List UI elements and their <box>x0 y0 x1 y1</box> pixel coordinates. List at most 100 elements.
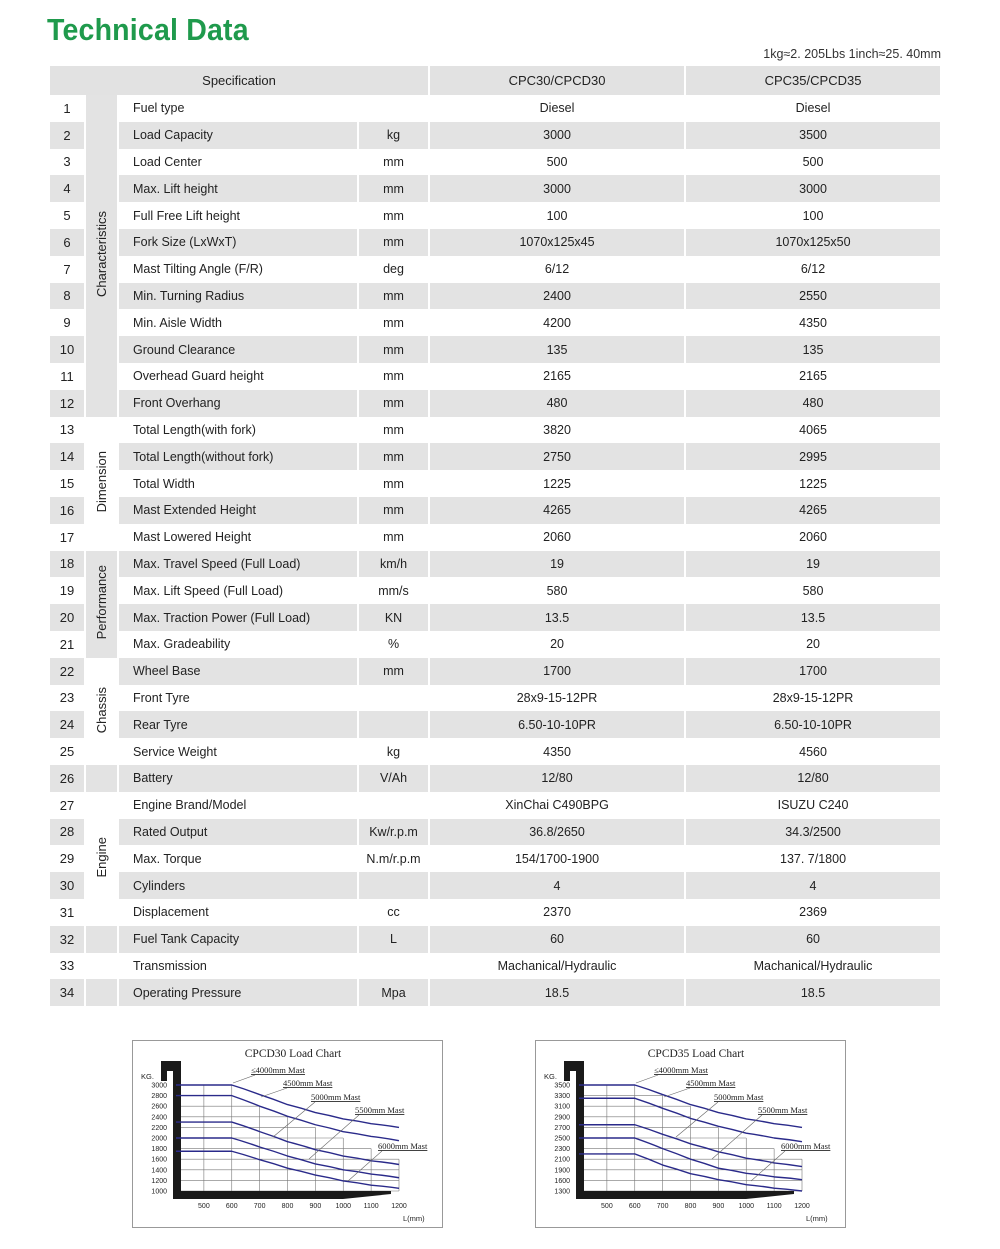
value-cpc35: 4560 <box>685 738 943 765</box>
value-cpc30: 28x9-15-12PR <box>429 684 687 712</box>
value-cpc35: 19 <box>685 550 943 578</box>
row-number: 11 <box>50 362 86 390</box>
table-row: 22 Chassis Wheel Base mm 1700 1700 <box>50 657 943 765</box>
x-axis-label: L(mm) <box>806 1214 828 1223</box>
value-cpc35: 137. 7/1800 <box>685 845 943 873</box>
spec-name: Rated Output <box>118 818 359 846</box>
table-row: 4 Max. Lift height mm 3000 3000 <box>50 175 943 203</box>
spec-table: Specification CPC30/CPCD30 CPC35/CPCD35 … <box>50 66 943 1007</box>
row-number: 10 <box>50 336 86 363</box>
x-tick-label: 700 <box>657 1203 669 1210</box>
row-number: 9 <box>50 309 86 337</box>
table-row: 19 Max. Lift Speed (Full Load) mm/s 580 580 <box>50 577 943 605</box>
row-number: 25 <box>50 738 86 765</box>
y-tick-label: 2900 <box>554 1114 570 1121</box>
spec-name: Transmission <box>118 952 359 980</box>
value-cpc30: 2060 <box>429 523 687 551</box>
value-cpc35: 500 <box>685 148 943 176</box>
value-cpc35: 18.5 <box>685 979 943 1007</box>
spec-name: Overhead Guard height <box>118 362 359 390</box>
spec-unit: % <box>358 630 431 658</box>
value-cpc30: 1700 <box>429 657 687 685</box>
spec-name: Total Length(with fork) <box>118 416 359 444</box>
spec-name: Max. Gradeability <box>118 630 359 658</box>
spec-unit: mm <box>358 282 431 310</box>
row-number: 20 <box>50 604 86 631</box>
category-cell <box>85 952 119 980</box>
value-cpc30: 6/12 <box>429 255 687 283</box>
value-cpc35: 580 <box>685 577 943 605</box>
table-row: 14 Total Length(without fork) mm 2750 2995 <box>50 443 943 471</box>
row-number: 2 <box>50 121 86 149</box>
table-row: 9 Min. Aisle Width mm 4200 4350 <box>50 309 943 337</box>
value-cpc35: 4350 <box>685 309 943 337</box>
spec-unit: L <box>358 925 431 953</box>
spec-name: Wheel Base <box>118 657 359 685</box>
spec-name: Cylinders <box>118 872 359 899</box>
row-number: 31 <box>50 898 86 926</box>
series-label: 6000mm Mast <box>378 1141 428 1151</box>
spec-name: Max. Torque <box>118 845 359 873</box>
table-row: 27 Engine Engine Brand/Model XinChai C490BP… <box>50 791 943 926</box>
category-label: Chassis <box>94 686 109 733</box>
spec-name: Operating Pressure <box>118 979 359 1007</box>
row-number: 18 <box>50 550 86 578</box>
spec-unit: deg <box>358 255 431 283</box>
value-cpc30: XinChai C490BPG <box>429 791 687 819</box>
row-number: 12 <box>50 389 86 417</box>
value-cpc30: 3000 <box>429 121 687 149</box>
y-tick-label: 1200 <box>151 1178 167 1185</box>
spec-name: Battery <box>118 764 359 792</box>
table-row: 2 Load Capacity kg 3000 3500 <box>50 121 943 149</box>
table-row: 1 Characteristics Fuel type Diesel Diesel <box>50 95 943 417</box>
table-row: 33 Transmission Machanical/Hydraulic Machan… <box>50 952 943 980</box>
series-label: 5500mm Mast <box>355 1105 405 1115</box>
y-tick-label: 3300 <box>554 1093 570 1100</box>
table-row: 28 Rated Output Kw/r.p.m 36.8/2650 34.3/2500 <box>50 818 943 846</box>
category-cell <box>85 925 119 953</box>
x-tick-label: 600 <box>226 1203 238 1210</box>
spec-name: Mast Extended Height <box>118 496 359 524</box>
y-tick-label: 1600 <box>151 1157 167 1164</box>
value-cpc35: 1070x125x50 <box>685 228 943 256</box>
category-cell: Dimension <box>85 416 119 551</box>
series-label: ≤4000mm Mast <box>251 1065 306 1075</box>
value-cpc35: 60 <box>685 925 943 953</box>
row-number: 22 <box>50 657 86 685</box>
value-cpc30: 2370 <box>429 898 687 926</box>
category-label: Performance <box>94 565 109 640</box>
value-cpc35: Diesel <box>685 95 943 122</box>
value-cpc30: 480 <box>429 389 687 417</box>
spec-name: Load Capacity <box>118 121 359 149</box>
value-cpc30: 2165 <box>429 362 687 390</box>
spec-name: Mast Lowered Height <box>118 523 359 551</box>
spec-unit: mm <box>358 175 431 203</box>
spec-unit: mm <box>358 362 431 390</box>
x-tick-label: 1100 <box>364 1203 379 1210</box>
value-cpc35: 28x9-15-12PR <box>685 684 943 712</box>
spec-name: Max. Traction Power (Full Load) <box>118 604 359 631</box>
value-cpc30: 36.8/2650 <box>429 818 687 846</box>
spec-unit: mm/s <box>358 577 431 605</box>
x-tick-label: 1200 <box>391 1203 407 1210</box>
row-number: 15 <box>50 470 86 497</box>
row-number: 4 <box>50 175 86 203</box>
leader-line <box>232 1074 256 1084</box>
spec-unit: mm <box>358 336 431 363</box>
leader-line <box>272 1101 316 1138</box>
load-chart-svg: 3000 2800 2600 2400 2200 2000 1800 1600 1400 1200… <box>141 1048 428 1223</box>
y-tick-label: 2100 <box>554 1157 570 1164</box>
row-number: 33 <box>50 952 86 980</box>
row-number: 32 <box>50 925 86 953</box>
leader-line <box>635 1074 659 1084</box>
spec-unit <box>358 95 431 122</box>
series-label: 4500mm Mast <box>283 1078 333 1088</box>
spec-name: Full Free Lift height <box>118 202 359 229</box>
spec-name: Fuel Tank Capacity <box>118 925 359 953</box>
chart-title: CPCD35 Load Chart <box>648 1048 745 1060</box>
spec-unit: mm <box>358 228 431 256</box>
spec-unit: mm <box>358 470 431 497</box>
value-cpc30: 6.50-10-10PR <box>429 711 687 739</box>
y-tick-label: 2600 <box>151 1104 167 1111</box>
value-cpc35: 2995 <box>685 443 943 471</box>
